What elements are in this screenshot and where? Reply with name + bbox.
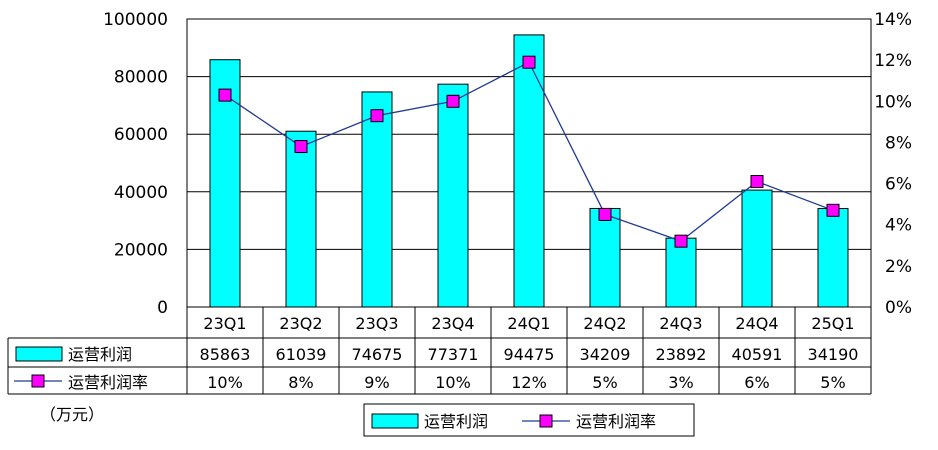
y-right-tick-label: 4% [885, 216, 912, 236]
table-key-bar [15, 346, 63, 362]
margin-marker-23Q1 [218, 88, 232, 102]
bar-24Q3 [665, 237, 697, 308]
profit-data-label: 74675 [352, 345, 403, 364]
bar-24Q2 [589, 207, 621, 308]
legend-key-bar [371, 413, 419, 429]
unit-label: （万元） [40, 405, 104, 424]
bar-23Q3 [361, 91, 393, 308]
x-tick-label: 24Q2 [583, 314, 626, 333]
y-right-tick-label: 6% [885, 175, 912, 195]
y-left-tick-label: 60000 [114, 125, 168, 145]
margin-marker-25Q1 [826, 203, 840, 217]
y-left-tick-label: 0 [157, 298, 168, 318]
margin-data-label: 9% [364, 373, 389, 392]
x-tick-label: 23Q1 [203, 314, 246, 333]
y-left-tick-label: 100000 [103, 10, 168, 30]
table-header-profit: 运营利润 [68, 345, 132, 364]
x-tick-label: 25Q1 [811, 314, 854, 333]
margin-data-label: 5% [592, 373, 617, 392]
profit-data-label: 77371 [428, 345, 479, 364]
y-right-tick-label: 8% [885, 133, 912, 153]
y-right-tick-label: 12% [874, 51, 912, 71]
x-tick-label: 24Q3 [659, 314, 702, 333]
table-header-margin: 运营利润率 [68, 373, 148, 392]
legend-label-margin: 运营利润率 [576, 412, 656, 431]
margin-marker-24Q4 [750, 175, 764, 189]
legend-box [363, 403, 695, 437]
x-tick-label: 23Q2 [279, 314, 322, 333]
bar-23Q4 [437, 83, 469, 308]
y-left-tick-label: 20000 [114, 240, 168, 260]
y-right-tick-label: 10% [874, 92, 912, 112]
margin-data-label: 3% [668, 373, 693, 392]
legend-key-marker [539, 414, 553, 428]
y-right-tick-label: 2% [885, 257, 912, 277]
margin-data-label: 8% [288, 373, 313, 392]
x-tick-label: 23Q4 [431, 314, 474, 333]
profit-data-label: 94475 [504, 345, 555, 364]
margin-marker-23Q2 [294, 140, 308, 154]
profit-data-label: 23892 [656, 345, 707, 364]
bar-23Q2 [285, 130, 317, 308]
profit-data-label: 61039 [276, 345, 327, 364]
x-tick-label: 23Q3 [355, 314, 398, 333]
bar-25Q1 [817, 208, 849, 308]
profit-data-label: 40591 [732, 345, 783, 364]
margin-marker-23Q4 [446, 94, 460, 108]
profit-data-label: 34209 [580, 345, 631, 364]
margin-data-label: 10% [435, 373, 471, 392]
table-key-marker [31, 374, 45, 388]
bar-24Q1 [513, 34, 545, 308]
legend-label-profit: 运营利润 [424, 412, 488, 431]
profit-data-label: 34190 [808, 345, 859, 364]
margin-marker-24Q3 [674, 234, 688, 248]
margin-data-label: 10% [207, 373, 243, 392]
x-tick-label: 24Q1 [507, 314, 550, 333]
margin-data-label: 5% [820, 373, 845, 392]
margin-marker-24Q1 [522, 55, 536, 69]
margin-data-label: 12% [511, 373, 547, 392]
margin-data-label: 6% [744, 373, 769, 392]
x-tick-label: 24Q4 [735, 314, 778, 333]
margin-marker-24Q2 [598, 207, 612, 221]
y-left-tick-label: 40000 [114, 183, 168, 203]
bar-24Q4 [741, 189, 773, 308]
y-left-tick-label: 80000 [114, 68, 168, 88]
y-right-tick-label: 0% [885, 298, 912, 318]
margin-marker-23Q3 [370, 109, 384, 123]
y-right-tick-label: 14% [874, 10, 912, 30]
profit-data-label: 85863 [200, 345, 251, 364]
